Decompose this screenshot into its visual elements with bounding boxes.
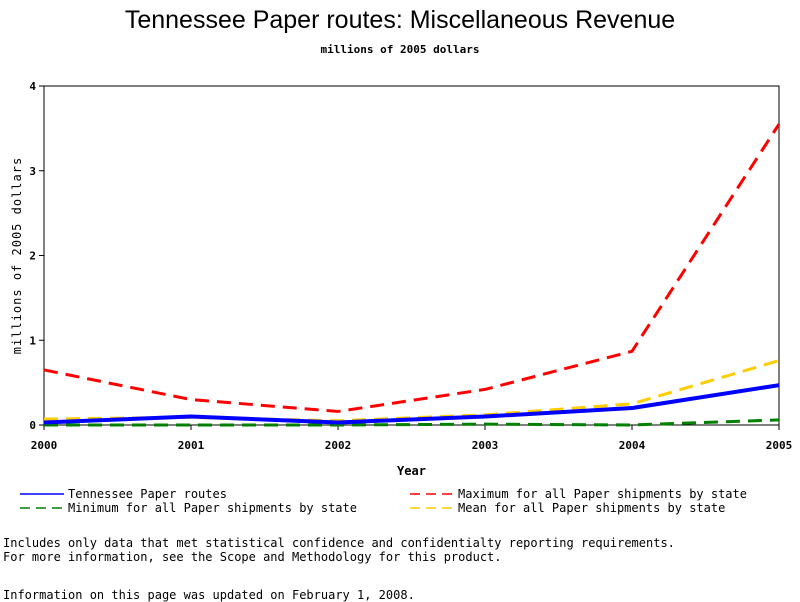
footnote-confidence: Includes only data that met statistical … [3,536,675,550]
legend: Tennessee Paper routes Maximum for all Pa… [20,487,747,515]
y-tick-label: 3 [29,165,36,178]
x-axis-label: Year [397,464,426,478]
chart-title: Tennessee Paper routes: Miscellaneous Re… [124,6,676,34]
legend-label-1: Maximum for all Paper shipments by state [458,487,747,501]
legend-label-3: Mean for all Paper shipments by state [458,501,725,515]
y-tick-label: 2 [29,250,36,263]
y-tick-label: 1 [29,334,36,347]
series-line-2 [44,418,780,427]
series-line-0 [43,383,780,425]
series-lines [43,123,781,427]
plot-frame [43,85,780,426]
x-tick-label: 2002 [325,439,352,452]
x-tick-label: 2001 [178,439,205,452]
x-tick-label: 2005 [766,439,793,452]
x-tick-label: 2000 [31,439,58,452]
legend-label-2: Minimum for all Paper shipments by state [68,501,357,515]
y-tick-label: 4 [29,80,36,93]
footnote-methodology: For more information, see the Scope and … [3,550,502,564]
x-tick-label: 2004 [619,439,646,452]
series-line-1 [43,123,781,413]
legend-label-0: Tennessee Paper routes [68,487,227,501]
chart-subtitle: millions of 2005 dollars [320,43,480,56]
update-notice: Information on this page was updated on … [3,588,415,602]
axes: 0 1 2 3 4 2000 2001 2002 2003 2004 2005 Year million… [10,80,792,478]
y-axis-label: millions of 2005 dollars [10,157,24,354]
y-tick-label: 0 [29,419,36,432]
x-tick-label: 2003 [472,439,499,452]
